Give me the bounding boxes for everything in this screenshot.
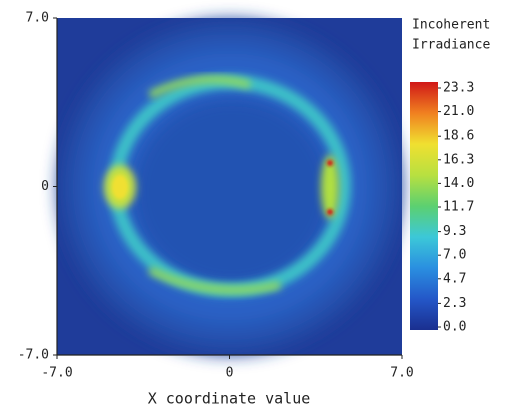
colorbar-tick-label: 21.0 bbox=[443, 104, 474, 119]
colorbar-tick-label: 0.0 bbox=[443, 320, 466, 335]
colorbar-tick-label: 9.3 bbox=[443, 224, 466, 239]
x-tick-label: 7.0 bbox=[390, 366, 413, 381]
x-tick-label: -7.0 bbox=[41, 366, 72, 381]
colorbar-title: Incoherent bbox=[412, 18, 490, 33]
y-tick-label: 0 bbox=[41, 179, 49, 194]
colorbar-tick-label: 14.0 bbox=[443, 176, 474, 191]
colorbar bbox=[410, 82, 438, 330]
colorbar-title: Irradiance bbox=[412, 38, 490, 53]
colorbar-tick-label: 18.6 bbox=[443, 129, 474, 144]
x-axis-label: X coordinate value bbox=[148, 390, 311, 408]
colorbar-tick-label: 7.0 bbox=[443, 248, 466, 263]
colorbar-tick-label: 16.3 bbox=[443, 152, 474, 167]
heatmap bbox=[57, 18, 402, 355]
colorbar-tick-label: 4.7 bbox=[443, 271, 466, 286]
colorbar-tick-label: 11.7 bbox=[443, 199, 474, 214]
colorbar-tick-label: 2.3 bbox=[443, 296, 466, 311]
y-tick-label: 7.0 bbox=[26, 11, 49, 26]
y-tick-label: -7.0 bbox=[18, 348, 49, 363]
x-tick-label: 0 bbox=[226, 366, 234, 381]
colorbar-tick-label: 23.3 bbox=[443, 81, 474, 96]
